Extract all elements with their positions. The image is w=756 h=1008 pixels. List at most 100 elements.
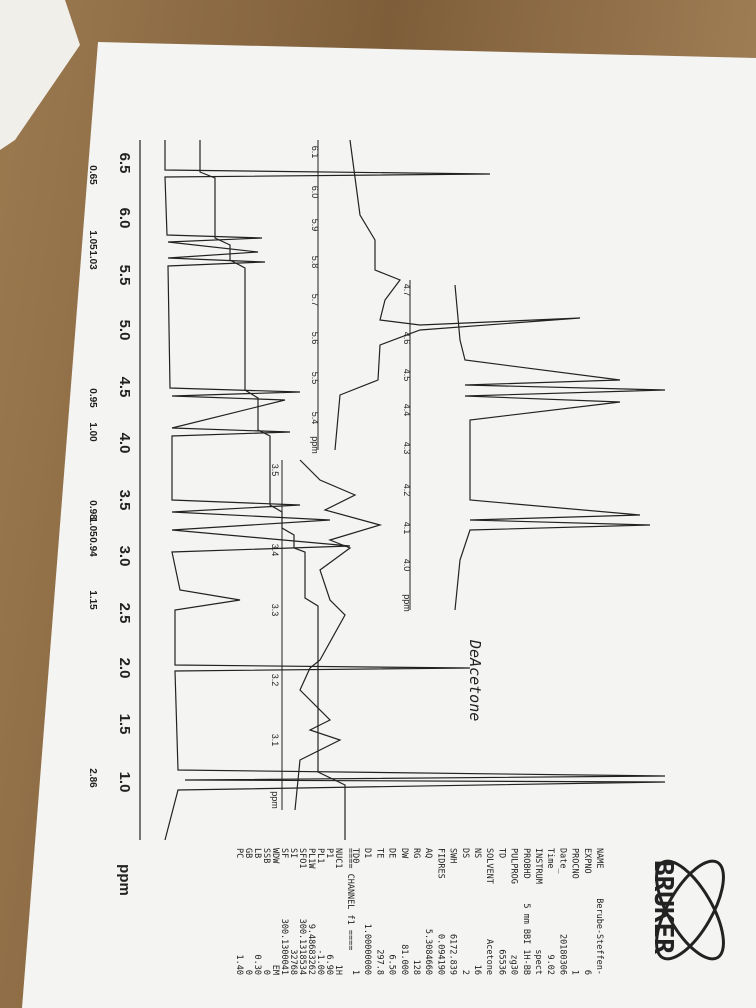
integral-value: 0.98: [87, 500, 98, 520]
axis-label: 2.5: [116, 603, 133, 624]
parameter-name: GB: [243, 848, 253, 858]
parameter-name: TE: [374, 848, 384, 858]
parameter-name: DE: [387, 848, 397, 858]
inset-axis-label: 5.8: [310, 256, 320, 269]
axis-label: 1.5: [116, 714, 133, 735]
parameter-name: DS: [460, 848, 470, 858]
inset-axis-label: 6.0: [310, 186, 320, 199]
parameter-value: 65536: [496, 949, 506, 975]
inset-axis-label: 4.5: [402, 369, 412, 382]
integral-value: 2.86: [87, 768, 98, 788]
logo-mark: [655, 859, 725, 961]
parameter-name: NAME: [594, 848, 604, 868]
parameter-value: 9.48683262: [306, 924, 316, 975]
inset-axis-unit: ppm: [270, 791, 280, 809]
parameter-value: 0.30: [252, 955, 262, 975]
parameter-name: SOLVENT: [484, 848, 494, 884]
parameter-value: 1: [570, 970, 580, 975]
parameter-name: AQ: [423, 848, 433, 858]
inset-spectrum: [334, 139, 581, 451]
inset-axis-label: 5.4: [310, 412, 320, 425]
parameter-value: Berube-Steffen-: [594, 898, 604, 975]
parameter-name: PL1: [315, 848, 325, 863]
integral-value: 0.65: [87, 165, 98, 185]
integral-value: 1.05: [87, 517, 98, 537]
axis-label: 6.0: [116, 208, 133, 229]
paper: [22, 42, 756, 1008]
inset-spectrum: [454, 284, 666, 611]
parameter-value: EM: [270, 965, 280, 975]
parameter-value: 32768: [288, 949, 298, 975]
parameter-name: WDW: [270, 848, 280, 864]
parameter-value: 9.02: [545, 955, 555, 975]
parameter-name: Time: [545, 848, 555, 868]
axis-label: 3.5: [116, 490, 133, 511]
integral-value: 1.00: [87, 422, 98, 442]
axis-unit: ppm: [116, 864, 133, 896]
inset-axis-label: 4.6: [402, 332, 412, 345]
parameter-name: INSTRUM: [533, 848, 543, 884]
parameter-name: LB: [252, 848, 262, 858]
handwritten-note: DeAcetone: [466, 639, 484, 721]
parameter-value: Acetone: [484, 939, 494, 975]
axis-label: 3.0: [116, 546, 133, 567]
parameter-value: -1.00: [315, 949, 325, 975]
integral-value: 1.05: [87, 230, 98, 250]
parameter-name: PROCNO: [570, 848, 580, 879]
parameter-name: DW: [399, 848, 409, 859]
parameter-name: NS: [472, 848, 482, 858]
inset-axis-label: 6.1: [310, 146, 320, 159]
axis-label: 6.5: [116, 153, 133, 174]
integral-curve: [199, 140, 346, 840]
parameter-value: 128: [411, 960, 421, 975]
paper-corner: [0, 0, 80, 150]
parameter-value: 300.1318534: [297, 919, 307, 975]
parameter-value: 0: [243, 970, 253, 975]
inset-axis-unit: ppm: [402, 594, 412, 612]
inset-axis-label: 3.4: [270, 544, 280, 557]
parameter-name: SI: [288, 848, 298, 858]
inset-axis-label: 3.3: [270, 604, 280, 617]
parameter-value: 1.00000000: [362, 924, 372, 975]
parameter-value: 0: [261, 970, 271, 975]
integral-value: 0.94: [87, 537, 98, 557]
parameter-value: 81.000: [399, 944, 409, 975]
inset-axis-label: 5.7: [310, 294, 320, 307]
parameter-value: 1: [350, 970, 360, 975]
integral-value: 1.03: [87, 250, 98, 270]
parameter-name: NUC1: [333, 848, 343, 868]
axis-label: 4.0: [116, 433, 133, 454]
parameter-name: PC: [234, 848, 244, 858]
integral-value: 1.15: [87, 590, 98, 610]
parameter-value: 5 mm BBI 1H-BB: [521, 903, 531, 975]
parameter-name: SSB: [261, 848, 271, 863]
parameter-name: TD: [496, 848, 506, 858]
parameter-value: 1.40: [234, 955, 244, 975]
parameter-value: 20180306: [557, 934, 567, 975]
parameter-value: 6.50: [387, 955, 397, 975]
parameter-value: 297.8: [374, 949, 384, 975]
parameter-name: D1: [362, 848, 372, 858]
parameter-value: 1H: [333, 965, 343, 975]
parameter-value: 6172.839: [448, 934, 458, 975]
axis-label: 2.0: [116, 658, 133, 679]
parameter-value: 2: [460, 970, 470, 975]
integral-value: 0.95: [87, 388, 98, 408]
parameter-value: spect: [533, 949, 543, 975]
inset-axis-unit: ppm: [310, 436, 320, 454]
inset-axis-label: 4.4: [402, 404, 412, 417]
parameter-name: RG: [411, 848, 421, 858]
parameter-name: FIDRES: [435, 848, 445, 879]
inset-axis-label: 3.2: [270, 674, 280, 687]
parameter-name: TD0: [350, 848, 360, 863]
parameter-name: SF: [279, 848, 289, 858]
parameter-name: P1: [324, 848, 334, 858]
parameter-value: 6: [582, 970, 592, 975]
parameter-name: SFO1: [297, 848, 307, 868]
main-spectrum: [164, 140, 666, 841]
parameter-name: PROBHD: [521, 848, 531, 879]
inset-axis-label: 4.2: [402, 484, 412, 497]
channel-header: ==== CHANNEL f1 ====: [345, 848, 355, 950]
parameter-value: 16: [472, 965, 482, 975]
